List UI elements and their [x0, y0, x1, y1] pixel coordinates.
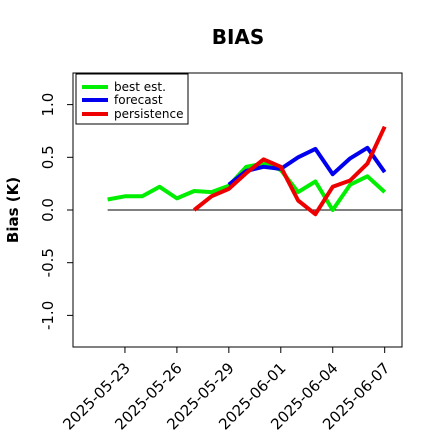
y-tick-label: -0.5: [39, 248, 57, 277]
legend-label-persistence: persistence: [114, 107, 183, 121]
series-line-best-est: [107, 161, 387, 212]
y-axis-label: Bias (K): [4, 177, 22, 243]
y-tick-label: 0.0: [39, 198, 57, 222]
chart-title: BIAS: [212, 25, 265, 49]
legend-label-forecast: forecast: [114, 93, 163, 107]
series-line-persistence: [192, 125, 387, 217]
y-tick-label: -1.0: [39, 301, 57, 330]
legend: best est. forecast persistence: [75, 73, 189, 125]
legend-label-best-est: best est.: [114, 80, 166, 94]
y-tick-label: 0.5: [39, 145, 57, 169]
series-line-forecast: [227, 145, 387, 187]
y-tick-label: 1.0: [39, 93, 57, 117]
